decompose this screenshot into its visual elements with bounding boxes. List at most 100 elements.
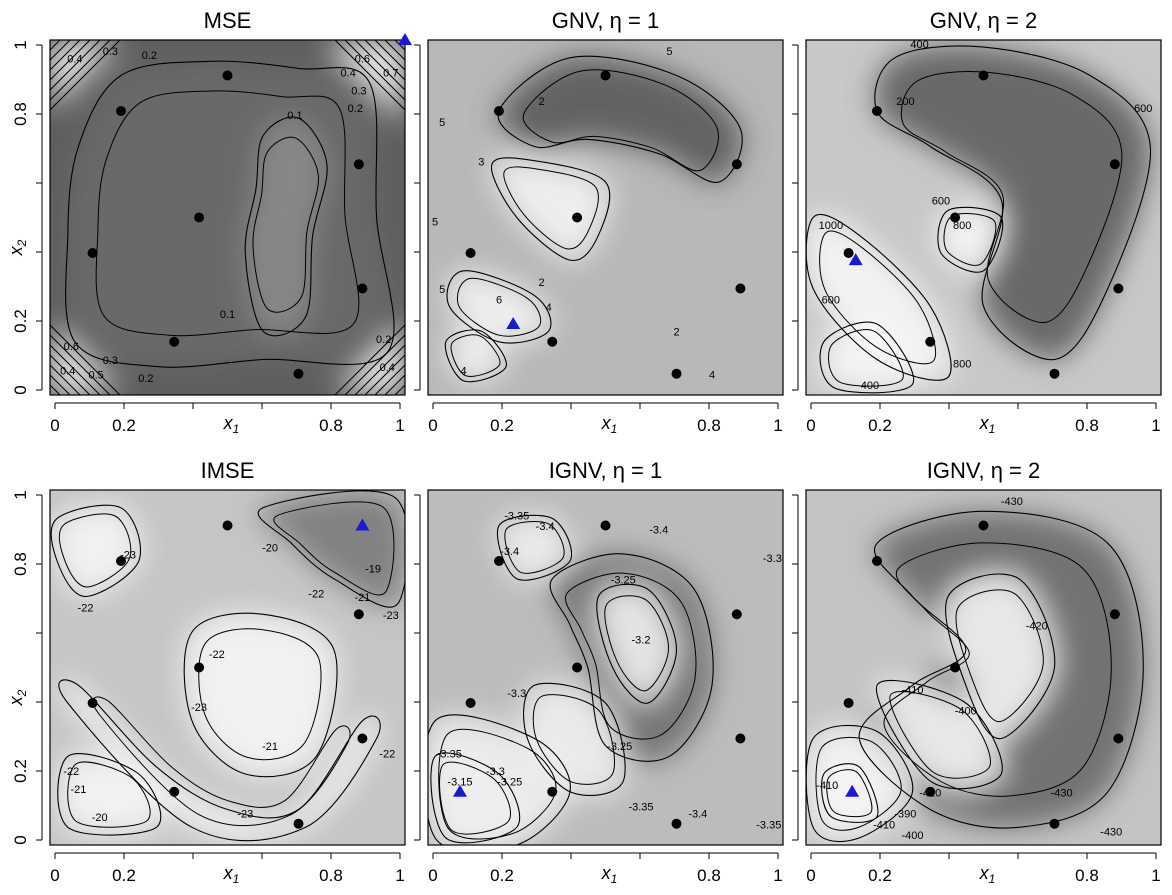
x-tick-label: 0.2 — [112, 866, 136, 885]
heatmap-shading — [806, 40, 1161, 395]
contour-label: 600 — [1134, 103, 1152, 115]
contour-label: -3.4 — [688, 809, 707, 821]
contour-lines — [444, 55, 743, 383]
x-tick-label: 1 — [773, 866, 782, 885]
design-point — [735, 733, 746, 744]
contour-label: -430 — [1001, 496, 1023, 508]
contour-label: -3.3 — [763, 553, 782, 565]
x-tick-label: 1 — [773, 416, 782, 435]
contour-label: 800 — [953, 359, 971, 371]
panel-2: 5 5 2 3 5 2 5 6 4 4 2 4 GNV, η = 1 0 0.2 0.8 1 x1 — [414, 8, 784, 436]
contour-label: 2 — [673, 327, 679, 339]
selected-point-marker — [848, 253, 863, 266]
contour-label: -21 — [262, 741, 278, 753]
design-point — [1113, 733, 1124, 744]
contour-label: 0.2 — [376, 334, 391, 346]
panel-frame — [805, 489, 1162, 846]
x-tick-label: 1 — [395, 416, 404, 435]
x-tick-label: 0 — [806, 416, 815, 435]
contour-label: -400 — [955, 706, 977, 718]
contour-label: 0.6 — [355, 53, 370, 65]
contour-label: 5 — [666, 46, 672, 58]
panel-title: GNV, η = 2 — [930, 8, 1037, 33]
contour-label: -23 — [191, 702, 207, 714]
contour-label: -22 — [308, 589, 324, 601]
design-point — [572, 212, 583, 223]
x-axis-label: x1 — [223, 863, 240, 886]
panel-title: MSE — [204, 8, 252, 33]
design-point — [872, 106, 882, 116]
x-tick-label: 1 — [395, 866, 404, 885]
contour-label: 0.4 — [67, 53, 82, 65]
x-axis-label: x1 — [601, 863, 618, 886]
y-tick-label: 1 — [11, 40, 30, 49]
contour-label: -20 — [262, 542, 278, 554]
panel-frame — [427, 489, 784, 846]
selected-point-marker — [398, 33, 412, 45]
contour-lines — [806, 45, 1151, 394]
contour-label: -21 — [70, 784, 86, 796]
panel-4: -22 -23 -20 -19 -21 -22 -22 -23 -23 -21 -22 -21 -22 -… — [6, 458, 406, 886]
x-tick-label: 0.2 — [868, 416, 892, 435]
design-point — [222, 70, 233, 81]
x-tick-label: 1 — [1151, 866, 1160, 885]
contour-label: -20 — [92, 812, 108, 824]
contour-label: -390 — [894, 809, 916, 821]
contour-label: 0.4 — [60, 366, 75, 378]
contour-label: -3.35 — [437, 748, 462, 760]
design-point — [353, 159, 364, 170]
y-tick-label: 0.2 — [11, 309, 30, 333]
contour-label: -19 — [365, 564, 381, 576]
design-point — [547, 786, 558, 797]
contour-label: -3.4 — [536, 521, 555, 533]
design-point — [671, 818, 682, 829]
contour-label: 400 — [910, 39, 928, 51]
design-point — [1049, 818, 1060, 829]
panel-title: IGNV, η = 2 — [927, 458, 1041, 483]
design-point — [494, 106, 504, 116]
design-point — [572, 662, 583, 673]
panel-1: 0.4 0.3 0.2 0.1 0.6 0.7 0.4 0.3 0.2 0.1 0.4 0.6 0.5 0… — [6, 8, 412, 436]
contour-label: -3.4 — [649, 525, 668, 537]
contour-labels: -3.35-3.4-3.4-3.4-3.25-3.3-3.2-3.3-3.35-… — [437, 510, 782, 831]
x-tick-label: 0.8 — [1075, 416, 1099, 435]
design-point — [731, 159, 742, 170]
contour-label: 0.1 — [287, 110, 302, 122]
x-axis-label: x1 — [979, 413, 996, 436]
x-tick-label: 0.2 — [112, 416, 136, 435]
design-point — [872, 556, 882, 566]
design-point — [671, 368, 682, 379]
contour-label: -410 — [873, 819, 895, 831]
contour-label: 2 — [539, 96, 545, 108]
contour-label: -22 — [63, 766, 79, 778]
contour-label: -21 — [354, 592, 370, 604]
panel-frame — [49, 39, 406, 396]
contour-label: 5 — [439, 284, 445, 296]
contour-label: -3.25 — [497, 777, 522, 789]
contour-label: -3.3 — [486, 766, 505, 778]
design-point — [116, 556, 126, 566]
x-tick-label: 0.8 — [697, 866, 721, 885]
contour-lines — [50, 40, 405, 395]
panel-frame — [427, 39, 784, 396]
contour-label: 0.2 — [142, 50, 157, 62]
design-point — [547, 336, 558, 347]
design-point — [87, 698, 98, 708]
design-point — [194, 662, 205, 673]
contour-label: 4 — [460, 366, 466, 378]
x-axis-label: x1 — [601, 413, 618, 436]
contour-lines — [428, 514, 714, 845]
contour-label: 6 — [496, 295, 502, 307]
panel-title: GNV, η = 1 — [552, 8, 659, 33]
x-tick-label: 0.8 — [697, 416, 721, 435]
contour-label: -3.35 — [628, 802, 653, 814]
contour-label: -410 — [901, 684, 923, 696]
contour-label: -22 — [209, 649, 225, 661]
contour-label: 2 — [539, 277, 545, 289]
y-axis-label: x2 — [6, 689, 29, 706]
contour-label: -400 — [901, 830, 923, 842]
x-tick-label: 0.8 — [319, 866, 343, 885]
contour-labels: 400 200 600 600 800 1000 600 800 400 — [819, 39, 1153, 392]
contour-label: 0.3 — [103, 355, 118, 367]
